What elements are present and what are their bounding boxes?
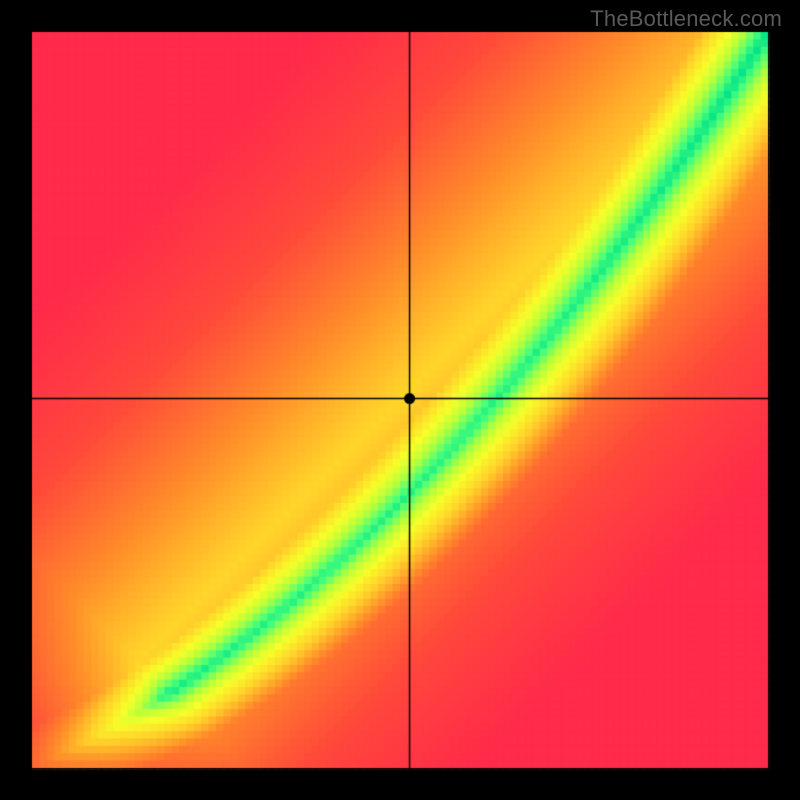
- chart-container: TheBottleneck.com: [0, 0, 800, 800]
- watermark-text: TheBottleneck.com: [590, 6, 782, 32]
- bottleneck-heatmap-canvas: [0, 0, 800, 800]
